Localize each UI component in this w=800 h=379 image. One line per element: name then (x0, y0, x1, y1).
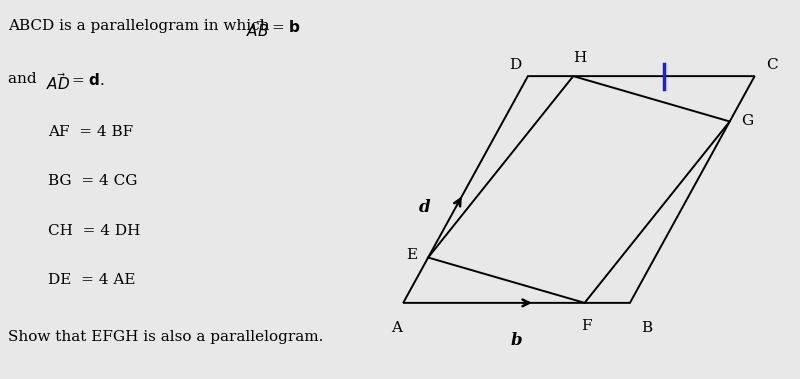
Text: b: b (510, 332, 522, 349)
Text: F: F (582, 319, 592, 333)
Text: d: d (418, 199, 430, 216)
Text: B: B (642, 321, 653, 335)
Text: ABCD is a parallelogram in which: ABCD is a parallelogram in which (8, 19, 279, 33)
Text: $\vec{AB}$: $\vec{AB}$ (246, 19, 269, 40)
Text: A: A (391, 321, 402, 335)
Text: CH  = 4 DH: CH = 4 DH (48, 224, 140, 238)
Text: C: C (766, 58, 778, 72)
Text: AF  = 4 BF: AF = 4 BF (48, 125, 133, 139)
Text: = $\mathbf{b}$: = $\mathbf{b}$ (271, 19, 301, 35)
Text: G: G (741, 114, 754, 128)
Text: and: and (8, 72, 46, 86)
Text: Show that EFGH is also a parallelogram.: Show that EFGH is also a parallelogram. (8, 330, 323, 344)
Text: H: H (574, 51, 586, 65)
Text: BG  = 4 CG: BG = 4 CG (48, 174, 138, 188)
Text: $\vec{AD}$: $\vec{AD}$ (46, 72, 70, 93)
Text: E: E (406, 248, 417, 262)
Text: = $\mathbf{d}$.: = $\mathbf{d}$. (71, 72, 105, 88)
Text: D: D (509, 58, 521, 72)
Text: DE  = 4 AE: DE = 4 AE (48, 273, 135, 287)
